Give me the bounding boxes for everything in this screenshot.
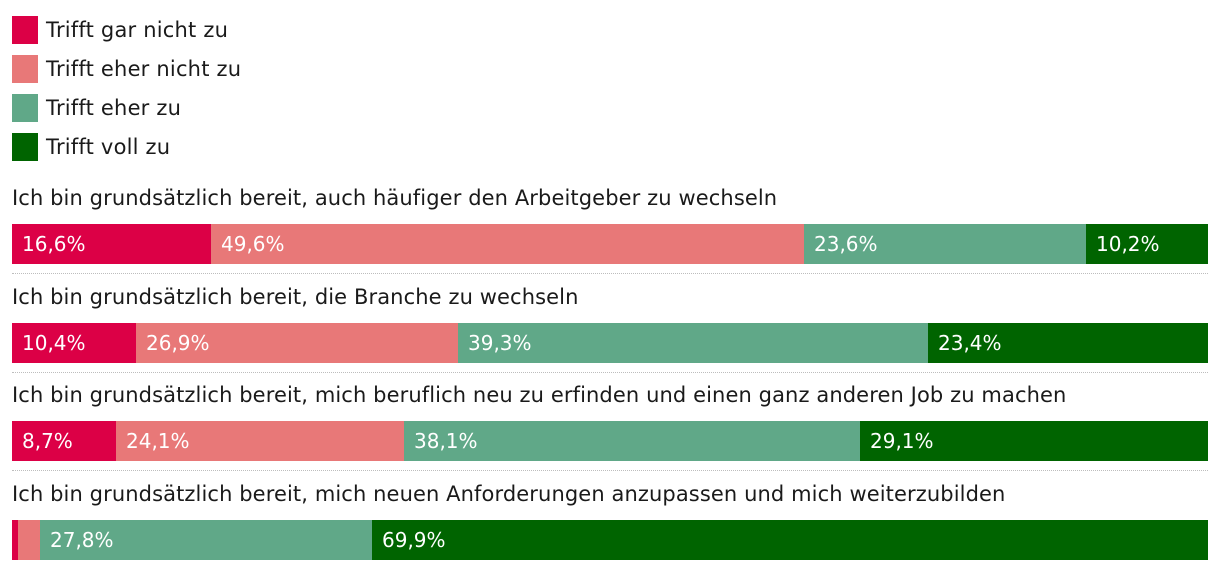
legend-swatch: [12, 132, 38, 161]
bar-segment: 27,8%: [40, 520, 372, 561]
legend-swatch: [12, 54, 38, 83]
value-label: 38,1%: [414, 429, 478, 454]
stacked-bar: 10,4% 26,9% 39,3% 23,4%: [12, 322, 1208, 363]
bar-segment: 10,4%: [12, 322, 136, 363]
legend-label: Trifft eher nicht zu: [46, 56, 242, 81]
bar-segment: 23,4%: [928, 322, 1208, 363]
bar-segment: 10,2%: [1086, 224, 1208, 264]
row-divider: [12, 470, 1208, 472]
value-label: 10,2%: [1096, 232, 1160, 256]
bar-segment: 23,6%: [804, 224, 1086, 264]
bar-segment: 39,3%: [458, 322, 928, 363]
legend-item: Trifft voll zu: [12, 127, 241, 166]
legend-item: Trifft eher zu: [12, 88, 241, 127]
bar-segment: 38,1%: [404, 421, 860, 462]
legend: Trifft gar nicht zu Trifft eher nicht zu T…: [12, 10, 241, 166]
value-label: 24,1%: [126, 429, 190, 454]
bar-segment: 8,7%: [12, 421, 116, 462]
stacked-bar: 27,8% 69,9%: [12, 520, 1208, 561]
bar-segment: 16,6%: [12, 224, 211, 264]
legend-swatch: [12, 93, 38, 122]
row-divider: [12, 273, 1208, 274]
chart-row: Ich bin grundsätzlich bereit, mich neuen…: [12, 476, 1208, 575]
chart-row: Ich bin grundsätzlich bereit, auch häufi…: [12, 180, 1208, 279]
bar-segment: [18, 520, 40, 561]
bar-segment: 69,9%: [372, 520, 1208, 561]
value-label: 39,3%: [468, 330, 532, 355]
chart-row: Ich bin grundsätzlich bereit, mich beruf…: [12, 377, 1208, 476]
value-label: 23,4%: [938, 330, 1002, 355]
chart-row: Ich bin grundsätzlich bereit, die Branch…: [12, 279, 1208, 378]
value-label: 8,7%: [22, 429, 73, 454]
value-label: 23,6%: [814, 232, 878, 256]
legend-item: Trifft gar nicht zu: [12, 10, 241, 49]
value-label: 27,8%: [50, 528, 114, 553]
legend-label: Trifft voll zu: [46, 134, 171, 159]
bar-segment: 49,6%: [211, 224, 804, 264]
value-label: 10,4%: [22, 330, 86, 355]
row-divider: [12, 371, 1208, 373]
legend-item: Trifft eher nicht zu: [12, 49, 241, 88]
legend-swatch: [12, 15, 38, 44]
stacked-bar: 16,6% 49,6% 23,6% 10,2%: [12, 224, 1208, 264]
value-label: 29,1%: [870, 429, 934, 454]
value-label: 16,6%: [22, 232, 86, 256]
category-label: Ich bin grundsätzlich bereit, die Branch…: [12, 284, 579, 309]
chart-rows: Ich bin grundsätzlich bereit, auch häufi…: [12, 180, 1208, 575]
category-label: Ich bin grundsätzlich bereit, mich beruf…: [12, 383, 1067, 408]
bar-segment: [12, 520, 18, 561]
category-label: Ich bin grundsätzlich bereit, mich neuen…: [12, 482, 1006, 507]
legend-label: Trifft gar nicht zu: [46, 17, 229, 42]
bar-segment: 29,1%: [860, 421, 1208, 462]
bar-segment: 24,1%: [116, 421, 404, 462]
value-label: 49,6%: [221, 232, 285, 256]
legend-label: Trifft eher zu: [46, 95, 182, 120]
bar-segment: 26,9%: [136, 322, 458, 363]
value-label: 69,9%: [382, 528, 446, 553]
stacked-bar: 8,7% 24,1% 38,1% 29,1%: [12, 421, 1208, 462]
category-label: Ich bin grundsätzlich bereit, auch häufi…: [12, 186, 778, 210]
value-label: 26,9%: [146, 330, 210, 355]
